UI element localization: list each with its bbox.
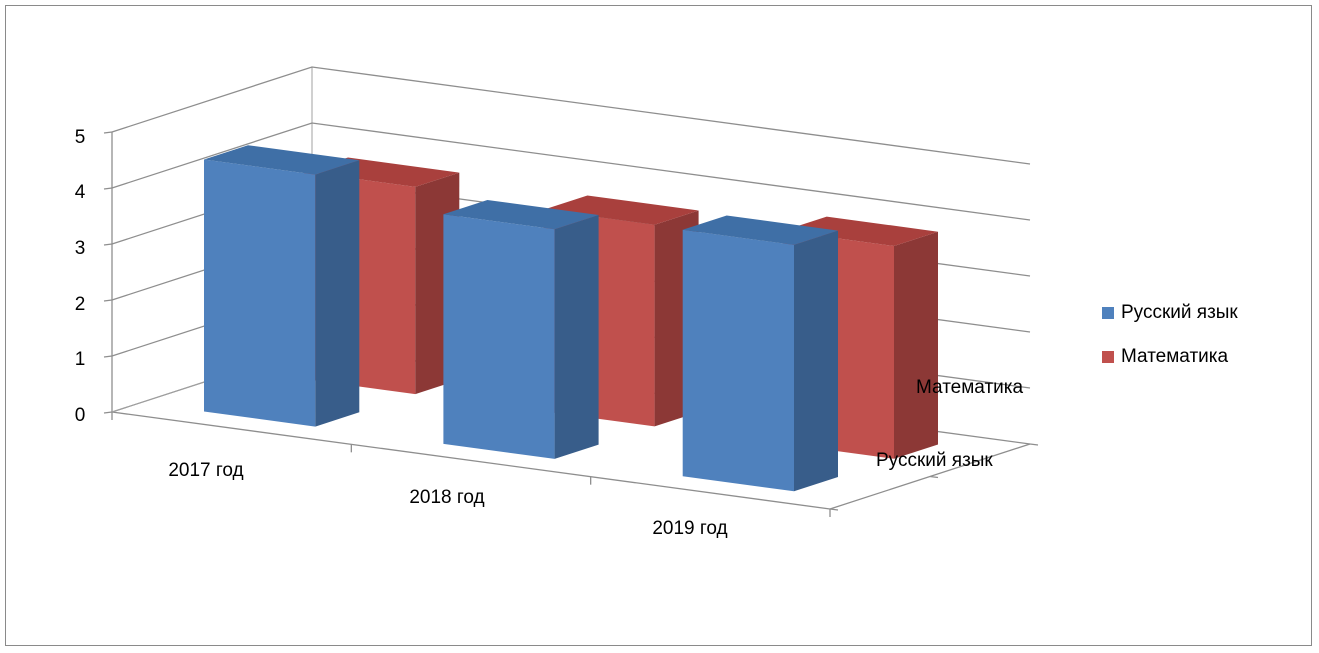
depth-tick-mark — [829, 508, 839, 511]
bar-front-face — [682, 229, 794, 492]
y-tick-mark — [103, 355, 113, 358]
y-tick-label: 0 — [75, 405, 86, 426]
depth-axis-labels: Математика Русский язык — [876, 377, 1024, 471]
depth-tick-mark — [1029, 443, 1039, 446]
bar-russian — [204, 145, 360, 427]
bar-top-face — [204, 145, 360, 175]
x-tick-label: 2017 год — [168, 460, 243, 481]
y-tick-mark — [103, 299, 113, 302]
gridline — [111, 122, 1031, 221]
bar-top-face — [443, 200, 599, 230]
y-tick-label: 1 — [75, 349, 86, 370]
legend-item: Математика — [1102, 342, 1238, 372]
y-tick-mark — [103, 187, 113, 190]
depth-tick-label: Русский язык — [876, 450, 993, 471]
bar-side-face — [794, 230, 838, 492]
bar-russian — [682, 215, 838, 492]
bar-top-face — [543, 195, 699, 225]
bar-side-face — [554, 215, 599, 459]
x-axis — [111, 411, 831, 510]
chart-bars — [204, 145, 938, 492]
x-tick-labels: 2017 год 2018 год 2019 год — [168, 460, 727, 539]
y-tick-mark — [103, 243, 113, 246]
legend-swatch — [1102, 307, 1114, 319]
legend-swatch — [1102, 351, 1114, 363]
depth-tick-label: Математика — [916, 377, 1024, 398]
y-tick-mark — [103, 131, 113, 134]
y-tick-label: 3 — [75, 238, 86, 259]
bar-front-face — [204, 159, 316, 427]
bar-side-face — [894, 231, 938, 459]
bar-top-face — [782, 216, 938, 246]
gridline — [111, 66, 1031, 165]
y-tick-label: 4 — [75, 182, 86, 203]
y-tick-label: 2 — [75, 294, 86, 315]
bar-top-face — [682, 215, 838, 245]
bar-side-face — [315, 160, 360, 427]
bar-russian — [443, 200, 599, 459]
legend-item: Русский язык — [1102, 298, 1238, 328]
depth-tick-mark — [929, 475, 939, 479]
y-tick-label: 5 — [75, 127, 86, 148]
y-tick-mark — [103, 411, 113, 414]
x-tick-label: 2018 год — [409, 487, 484, 508]
legend: Русский язык Математика — [1102, 298, 1238, 386]
bar-front-face — [443, 214, 555, 459]
legend-label: Математика — [1121, 346, 1229, 367]
legend-label: Русский язык — [1121, 302, 1238, 323]
x-tick-label: 2019 год — [652, 518, 727, 539]
y-tick-labels: 0 1 2 3 4 5 — [75, 127, 86, 426]
